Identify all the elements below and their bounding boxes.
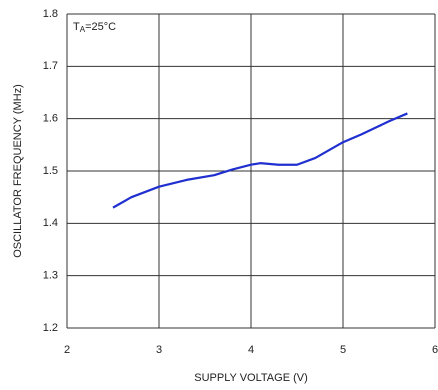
x-tick-label: 4 bbox=[248, 344, 254, 356]
annotation-sub: A bbox=[80, 25, 86, 34]
x-tick-label: 5 bbox=[340, 344, 346, 356]
y-tick-label: 1.3 bbox=[43, 270, 58, 282]
y-tick-label: 1.5 bbox=[43, 165, 58, 177]
y-tick-label: 1.4 bbox=[43, 217, 58, 229]
y-tick-label: 1.7 bbox=[43, 60, 58, 72]
y-tick-label: 1.6 bbox=[43, 113, 58, 125]
x-tick-label: 3 bbox=[156, 344, 162, 356]
annotation: TA=25°C bbox=[73, 21, 116, 34]
y-tick-label: 1.2 bbox=[43, 322, 58, 334]
x-tick-label: 6 bbox=[432, 344, 438, 356]
data-line bbox=[112, 112, 408, 209]
x-tick-label: 2 bbox=[64, 344, 70, 356]
x-axis-label: SUPPLY VOLTAGE (V) bbox=[194, 372, 308, 384]
y-axis-label: OSCILLATOR FREQUENCY (MHz) bbox=[12, 84, 24, 258]
annotation-rest: =25°C bbox=[85, 21, 116, 33]
y-tick-label: 1.8 bbox=[43, 8, 58, 20]
annotation-main: T bbox=[73, 21, 80, 33]
